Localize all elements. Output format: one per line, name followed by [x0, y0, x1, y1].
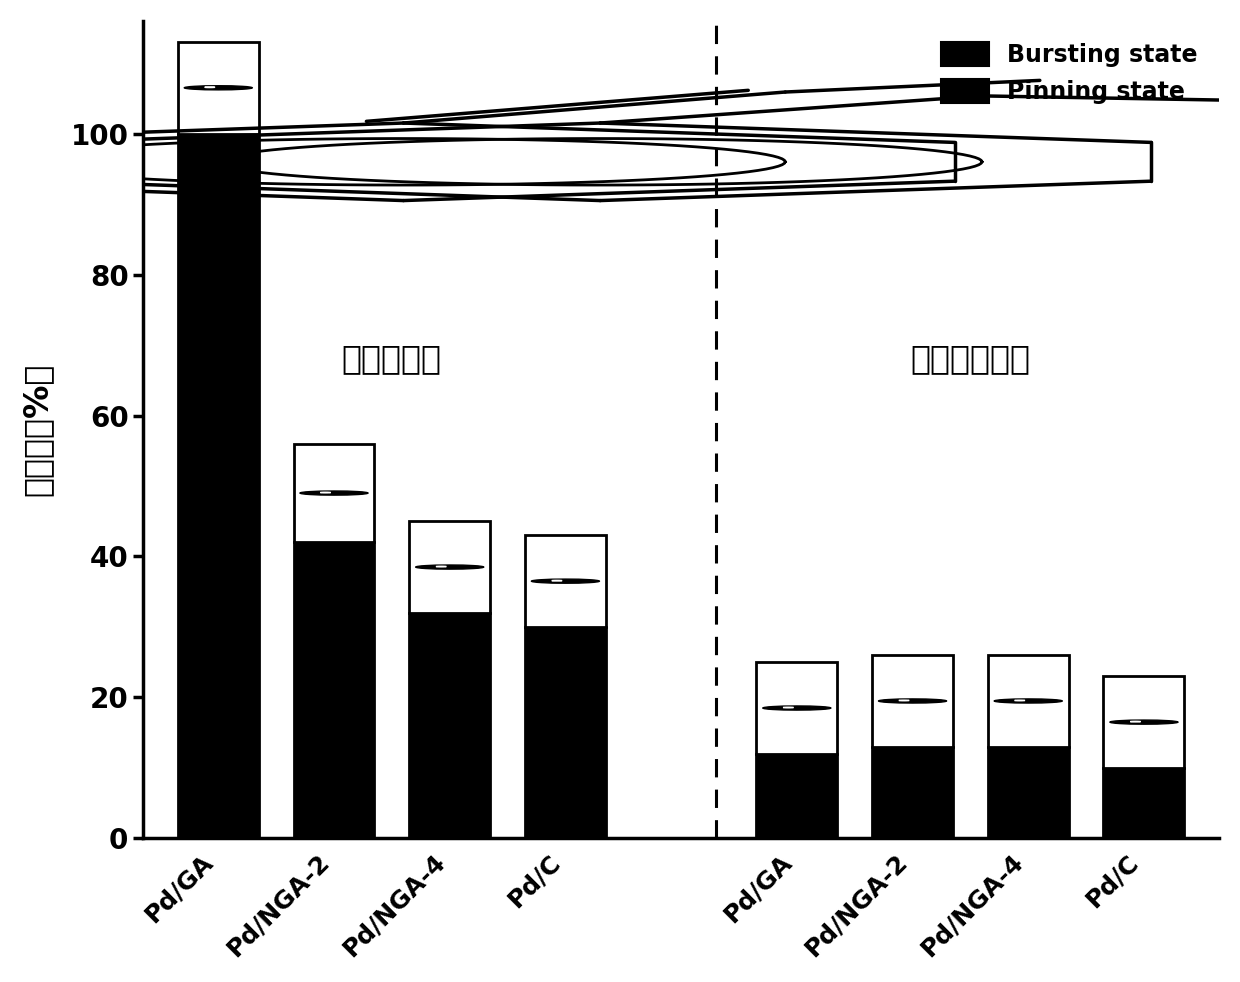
Bar: [525, 535, 606, 627]
Bar: [409, 613, 490, 839]
Y-axis label: 转化率（%）: 转化率（%）: [21, 363, 53, 496]
Bar: [756, 662, 837, 754]
Bar: [872, 746, 954, 839]
Circle shape: [1110, 720, 1178, 724]
Circle shape: [185, 85, 252, 90]
Bar: [1104, 677, 1184, 768]
Circle shape: [878, 699, 946, 703]
Circle shape: [415, 565, 484, 570]
Bar: [294, 542, 374, 839]
Bar: [525, 627, 606, 839]
Bar: [988, 746, 1069, 839]
Bar: [756, 754, 837, 839]
Circle shape: [532, 579, 599, 583]
Bar: [872, 655, 954, 746]
Bar: [177, 42, 259, 134]
Legend: Bursting state, Pinning state: Bursting state, Pinning state: [932, 32, 1208, 114]
Text: 在水中反应: 在水中反应: [342, 343, 441, 376]
Circle shape: [994, 699, 1063, 703]
Bar: [1104, 768, 1184, 839]
Bar: [294, 444, 374, 542]
Bar: [409, 521, 490, 613]
Circle shape: [300, 491, 368, 495]
Bar: [177, 134, 259, 839]
Text: 在乙醇中反应: 在乙醇中反应: [910, 343, 1030, 376]
Circle shape: [763, 706, 831, 710]
Bar: [988, 655, 1069, 746]
